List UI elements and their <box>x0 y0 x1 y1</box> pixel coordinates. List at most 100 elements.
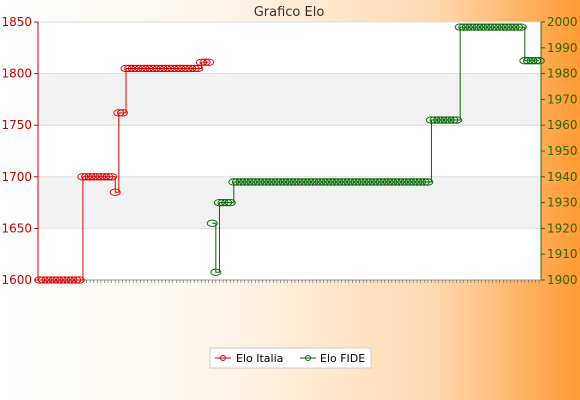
data-point <box>134 64 146 73</box>
legend-label-italia: Elo Italia <box>236 352 283 365</box>
data-point <box>178 64 189 73</box>
data-point <box>332 178 344 186</box>
right-tick-label: 1930 <box>547 196 578 210</box>
data-point <box>221 198 233 207</box>
data-point <box>203 58 215 66</box>
legend-entry-elo-fide[interactable]: Elo FIDE <box>300 352 365 365</box>
data-point <box>526 57 538 65</box>
data-point <box>275 178 286 186</box>
data-point <box>73 276 85 284</box>
data-point <box>497 23 509 31</box>
data-point <box>479 23 491 31</box>
data-point <box>34 276 46 284</box>
data-point <box>483 23 495 31</box>
data-point <box>397 178 409 186</box>
data-point <box>505 23 516 31</box>
data-point <box>447 116 459 124</box>
left-y-axis: 1600 1650 1700 1750 1800 1850 <box>1 15 39 287</box>
data-point <box>113 109 125 117</box>
left-tick-label: 1750 <box>1 118 32 132</box>
data-point <box>267 178 279 186</box>
data-point <box>228 178 240 186</box>
data-point <box>350 178 362 186</box>
data-point <box>52 276 64 284</box>
legend-label-fide: Elo FIDE <box>320 352 365 365</box>
data-point <box>264 178 276 186</box>
grid-band <box>38 73 541 126</box>
right-tick-label: 1970 <box>547 92 578 106</box>
data-point <box>411 178 423 186</box>
data-point <box>48 276 60 284</box>
data-point <box>522 57 534 65</box>
right-tick-label: 1920 <box>547 221 578 235</box>
data-point <box>318 178 330 186</box>
data-point <box>131 64 143 73</box>
data-point <box>451 116 463 124</box>
data-point <box>81 173 92 181</box>
data-point <box>249 178 261 186</box>
data-point <box>465 23 477 31</box>
data-point <box>260 178 272 186</box>
data-point <box>282 178 294 186</box>
data-point <box>77 173 89 181</box>
data-point <box>487 23 498 31</box>
data-point <box>379 178 391 186</box>
data-point <box>375 178 387 186</box>
legend-marker-fide <box>305 355 311 361</box>
data-point <box>515 23 527 31</box>
data-point <box>296 178 308 186</box>
series-elo-italia <box>34 58 215 284</box>
data-point <box>102 173 114 181</box>
data-point <box>185 64 197 73</box>
data-point <box>425 116 437 124</box>
data-point <box>138 64 150 73</box>
data-point <box>328 178 340 186</box>
data-point <box>59 276 71 284</box>
data-point <box>253 178 265 186</box>
series-elo-fide <box>206 23 545 276</box>
data-point <box>106 173 118 181</box>
chart-title: Grafico Elo <box>254 5 325 20</box>
data-point <box>415 178 427 186</box>
data-point <box>501 23 513 31</box>
data-point <box>361 178 373 186</box>
data-point <box>372 178 383 186</box>
data-point <box>512 23 524 31</box>
plot-area <box>37 21 542 281</box>
data-point <box>285 178 297 186</box>
data-point <box>443 116 455 124</box>
data-point <box>533 57 545 65</box>
data-point <box>206 219 218 227</box>
data-point <box>393 178 405 186</box>
right-tick-label: 1900 <box>547 273 578 287</box>
data-point <box>307 178 319 186</box>
plot-background <box>37 21 542 281</box>
data-point <box>519 57 531 65</box>
data-point <box>152 64 164 73</box>
data-point <box>346 178 358 186</box>
data-point <box>88 173 100 181</box>
data-point <box>508 23 520 31</box>
data-point <box>192 64 204 73</box>
left-tick-label: 1800 <box>1 67 32 81</box>
data-point <box>289 178 301 186</box>
data-point <box>440 116 452 124</box>
data-point <box>293 178 304 186</box>
x-axis <box>38 279 541 283</box>
data-point <box>382 178 394 186</box>
data-point <box>181 64 193 73</box>
data-point <box>174 64 186 73</box>
data-point <box>91 173 103 181</box>
legend-marker-italia <box>220 355 226 361</box>
data-point <box>55 276 67 284</box>
data-point <box>170 64 182 73</box>
left-tick-label: 1700 <box>1 170 32 184</box>
data-point <box>231 178 243 186</box>
data-point <box>156 64 168 73</box>
data-point <box>116 109 128 117</box>
data-point <box>310 178 322 186</box>
data-point <box>469 23 480 31</box>
data-point <box>530 57 542 65</box>
legend-entry-elo-italia[interactable]: Elo Italia <box>215 352 283 365</box>
data-point <box>124 64 136 73</box>
